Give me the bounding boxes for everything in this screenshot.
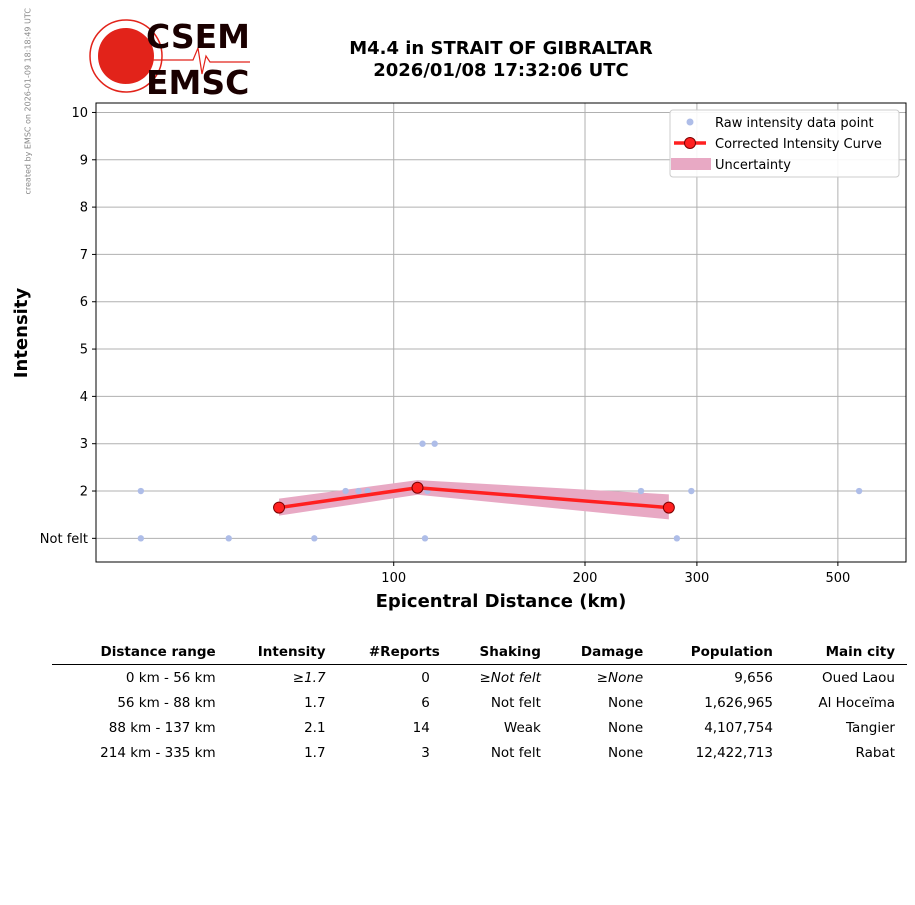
intensity-chart: Not felt 2 3 4 5 6 7 8 9 10 100 200 300 500 Epicentra… (11, 102, 907, 612)
y-tick-label: 6 (80, 295, 88, 310)
table-header-cell: Main city (784, 640, 907, 665)
x-tick-label: 100 (381, 571, 406, 586)
logo-top-text: CSEM (146, 18, 250, 56)
corrected-intensity-marker (662, 501, 675, 514)
table-cell: 9,656 (734, 669, 773, 686)
raw-data-point (311, 535, 318, 542)
raw-data-point (419, 440, 426, 447)
table-cell: 0 (421, 669, 430, 686)
raw-data-point (855, 487, 863, 495)
table-cell: 2.1 (304, 719, 326, 736)
legend-box (669, 109, 900, 178)
summary-table: Distance range Intensity #Reports Shaking Da… (52, 640, 907, 765)
raw-data-point (137, 487, 145, 495)
table-cell: Weak (503, 719, 541, 736)
table-cell: 1.7 (304, 744, 326, 761)
title-line-2: 2026/01/08 17:32:06 UTC (373, 60, 629, 81)
table-header-cell: Intensity (227, 640, 338, 665)
y-tick-label: Not felt (40, 532, 88, 547)
logo-map-shape (98, 28, 154, 84)
table-cell: 1.7 (304, 694, 326, 711)
title-line-1: M4.4 in STRAIT OF GIBRALTAR (349, 38, 653, 59)
table-cell: Rabat (855, 744, 896, 761)
table-cell: 56 km - 88 km (117, 694, 216, 711)
table-cell: 0 km - 56 km (125, 669, 216, 686)
plot-frame (95, 102, 907, 563)
logo-seismogram (150, 45, 250, 75)
legend-curve-label: Corrected Intensity Curve (715, 137, 882, 152)
uncertainty-band-layer (279, 480, 669, 520)
legend-curve-marker (684, 137, 696, 149)
tick-layer: Not felt 2 3 4 5 6 7 8 9 10 100 200 300 500 (40, 106, 850, 586)
table-row: 214 km - 335 km 1.7 3 Not felt None 12,422,71… (52, 740, 907, 765)
x-axis-label: Epicentral Distance (km) (376, 591, 627, 612)
table-header-cell: Damage (552, 640, 656, 665)
y-tick-label: 4 (80, 390, 88, 405)
table-header-row: Distance range Intensity #Reports Shaking Da… (52, 640, 907, 665)
raw-data-point (355, 487, 362, 495)
y-tick-label: 9 (80, 153, 88, 168)
raw-points-layer (137, 440, 863, 542)
table-cell: Oued Laou (822, 669, 895, 686)
uncertainty-band (279, 480, 669, 520)
y-tick-label: 7 (80, 248, 88, 263)
x-tick-label: 300 (684, 571, 709, 586)
table-cell: 4,107,754 (704, 719, 773, 736)
table-cell: ≥None (596, 669, 644, 686)
table-cell: 214 km - 335 km (100, 744, 216, 761)
raw-data-point (431, 440, 438, 447)
corrected-intensity-marker (273, 501, 286, 514)
y-tick-label: 3 (80, 437, 88, 452)
emsc-logo: CSEM EMSC (89, 18, 250, 98)
curve-layer (273, 481, 675, 514)
legend-band-swatch (671, 158, 711, 170)
x-tick-label: 500 (825, 571, 850, 586)
table-cell: Not felt (490, 744, 541, 761)
table-cell: 3 (421, 744, 430, 761)
table-cell: Not felt (490, 694, 541, 711)
table-row: 88 km - 137 km 2.1 14 Weak None 4,107,754 Tang… (52, 715, 907, 740)
table-cell: None (607, 719, 644, 736)
y-tick-label: 2 (80, 485, 88, 500)
table-cell: Al Hoceïma (818, 694, 895, 711)
table-header-cell: Population (655, 640, 785, 665)
raw-data-point (421, 535, 429, 542)
table-row: 56 km - 88 km 1.7 6 Not felt None 1,626,965 Al… (52, 690, 907, 715)
chart-title: M4.4 in STRAIT OF GIBRALTAR 2026/01/08 1… (300, 38, 702, 82)
corrected-intensity-marker (411, 481, 424, 494)
table-cell: 88 km - 137 km (108, 719, 216, 736)
table-cell: ≥1.7 (292, 669, 326, 686)
table-header-cell: Shaking (451, 640, 553, 665)
table-body: 0 km - 56 km ≥1.7 0 ≥Not felt ≥None 9,656 Oued… (52, 665, 907, 766)
logo-globe-ring (89, 19, 163, 93)
table-cell: 12,422,713 (695, 744, 773, 761)
table-row: 0 km - 56 km ≥1.7 0 ≥Not felt ≥None 9,656 Oued… (52, 665, 907, 691)
raw-data-point (637, 487, 645, 495)
raw-data-point (688, 487, 695, 495)
y-axis-label: Intensity (11, 288, 32, 379)
table-cell: None (607, 744, 644, 761)
y-tick-label: 8 (80, 201, 88, 216)
raw-data-point (137, 535, 145, 542)
table-cell: 1,626,965 (704, 694, 773, 711)
legend: Raw intensity data point Corrected Inten… (669, 109, 900, 178)
table-cell: 14 (412, 719, 430, 736)
legend-raw-marker (686, 118, 694, 126)
table-header-cell: #Reports (337, 640, 452, 665)
raw-data-point (673, 535, 681, 542)
table-cell: Tangier (845, 719, 895, 736)
table-cell: None (607, 694, 644, 711)
legend-raw-label: Raw intensity data point (715, 116, 874, 131)
raw-data-point (364, 487, 371, 495)
raw-data-point (225, 535, 232, 542)
table-cell: 6 (421, 694, 430, 711)
y-tick-label: 5 (80, 343, 88, 358)
y-tick-label: 10 (71, 106, 88, 121)
table-header-cell: Distance range (52, 640, 228, 665)
logo-bottom-text: EMSC (146, 63, 249, 98)
raw-data-point (342, 487, 349, 495)
x-tick-label: 200 (573, 571, 598, 586)
table-cell: ≥Not felt (479, 669, 541, 686)
legend-band-label: Uncertainty (715, 158, 791, 173)
